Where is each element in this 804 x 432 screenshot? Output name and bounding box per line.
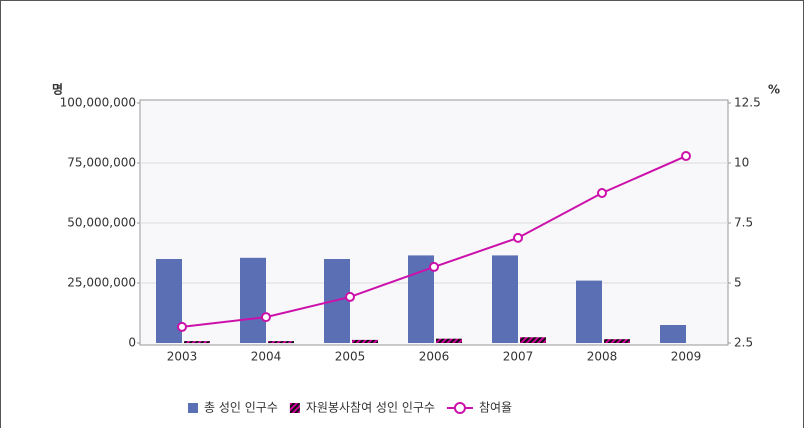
- bar: [576, 280, 602, 343]
- y-tick-label: 25,000,000: [67, 276, 136, 290]
- y2-tick-label: 2.5: [734, 336, 753, 350]
- x-tick-label: 2006: [419, 350, 450, 364]
- x-tick-label: 2009: [671, 350, 702, 364]
- x-tick-label: 2004: [251, 350, 282, 364]
- bar: [240, 257, 266, 343]
- y2-tick-label: 5: [734, 276, 742, 290]
- legend-marker: [453, 402, 466, 414]
- line-point: [177, 321, 187, 332]
- line-point: [345, 291, 355, 302]
- line-point: [681, 151, 691, 162]
- y-axis-title: 명: [52, 83, 63, 97]
- bar: [156, 259, 182, 343]
- line-point: [429, 261, 439, 272]
- bar: [268, 341, 294, 344]
- legend-label: 참여율: [479, 401, 512, 415]
- line-point: [513, 232, 523, 243]
- y-tick-label: 50,000,000: [67, 216, 136, 230]
- x-tick-label: 2007: [503, 350, 534, 364]
- x-tick-label: 2005: [335, 350, 366, 364]
- y2-axis-title: %: [768, 83, 780, 97]
- x-tick-label: 2003: [167, 350, 198, 364]
- legend-label: 자원봉사참여 성인 인구수: [306, 401, 435, 415]
- bar: [604, 339, 630, 343]
- y2-tick-label: 12.5: [734, 96, 761, 110]
- y2-tick-label: 10: [734, 156, 749, 170]
- legend-label: 총 성인 인구수: [204, 401, 278, 415]
- bar: [436, 338, 462, 343]
- bar: [520, 337, 546, 343]
- bar: [408, 255, 434, 343]
- x-tick-label: 2008: [587, 350, 618, 364]
- legend-swatch: [188, 403, 198, 413]
- line-point: [597, 188, 607, 198]
- y-tick-label: 100,000,000: [60, 96, 136, 110]
- bar: [660, 325, 686, 343]
- y2-tick-label: 7.5: [734, 216, 753, 230]
- y-tick-label: 75,000,000: [67, 156, 136, 170]
- legend-swatch: [289, 403, 300, 413]
- bar: [492, 255, 518, 343]
- line-point: [261, 312, 271, 323]
- y-tick-label: 0: [128, 336, 136, 350]
- bar: [352, 339, 378, 343]
- bar: [184, 341, 210, 344]
